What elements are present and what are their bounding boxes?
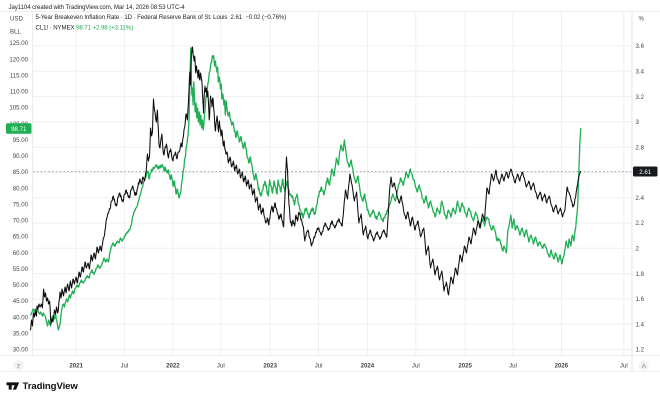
svg-text:1.4: 1.4 xyxy=(636,321,645,328)
svg-text:125.00: 125.00 xyxy=(9,40,28,47)
svg-text:98.71: 98.71 xyxy=(11,126,27,133)
svg-text:Jul: Jul xyxy=(412,363,420,370)
svg-text:30.00: 30.00 xyxy=(13,347,29,354)
svg-text:110.00: 110.00 xyxy=(10,89,29,96)
svg-text:z: z xyxy=(17,363,20,370)
svg-text:2.2: 2.2 xyxy=(636,220,645,227)
svg-text:3.4: 3.4 xyxy=(636,69,645,76)
svg-text:2.4: 2.4 xyxy=(636,195,645,202)
svg-text:2.8: 2.8 xyxy=(636,144,645,151)
svg-text:Jul: Jul xyxy=(121,363,129,370)
svg-text:Jul: Jul xyxy=(315,363,323,370)
svg-text:115.00: 115.00 xyxy=(10,72,29,79)
svg-text:105.00: 105.00 xyxy=(9,105,28,112)
svg-text:75.00: 75.00 xyxy=(13,201,29,208)
svg-text:Jul: Jul xyxy=(620,363,628,370)
svg-text:USD: USD xyxy=(10,15,23,22)
svg-text:1.2: 1.2 xyxy=(636,347,645,354)
svg-text:90.00: 90.00 xyxy=(13,153,29,160)
svg-text:95.00: 95.00 xyxy=(13,137,29,144)
svg-text:60.00: 60.00 xyxy=(13,250,29,257)
svg-text:2025: 2025 xyxy=(458,363,472,370)
svg-text:CL1! · NYMEX 98.71 +2.98 (+3.1: CL1! · NYMEX 98.71 +2.98 (+3.11%) xyxy=(36,24,134,31)
svg-text:1.6: 1.6 xyxy=(636,296,645,303)
svg-text:55.00: 55.00 xyxy=(13,266,29,273)
svg-text:45.00: 45.00 xyxy=(13,298,29,305)
svg-text:65.00: 65.00 xyxy=(13,234,29,241)
svg-text:2.61: 2.61 xyxy=(639,169,651,176)
svg-text:3.2: 3.2 xyxy=(636,94,645,101)
svg-text:Jul: Jul xyxy=(509,363,517,370)
svg-text:2026: 2026 xyxy=(555,363,569,370)
svg-text:Jul: Jul xyxy=(217,363,225,370)
svg-text:40.00: 40.00 xyxy=(13,314,29,321)
svg-text:3: 3 xyxy=(636,119,640,126)
svg-text:2: 2 xyxy=(636,246,640,253)
svg-text:3.6: 3.6 xyxy=(636,43,645,50)
svg-text:2021: 2021 xyxy=(69,363,83,370)
svg-text:A: A xyxy=(642,363,647,370)
svg-text:2022: 2022 xyxy=(166,363,180,370)
svg-text:50.00: 50.00 xyxy=(13,282,29,289)
svg-text:1.8: 1.8 xyxy=(636,271,645,278)
svg-text:5-Year Breakeven Inflation Rat: 5-Year Breakeven Inflation Rate · 1D · F… xyxy=(36,14,287,21)
svg-text:Jay1104 created with TradingVi: Jay1104 created with TradingView.com, Ma… xyxy=(9,4,186,11)
svg-text:2023: 2023 xyxy=(263,363,277,370)
svg-text:TradingView: TradingView xyxy=(23,381,79,392)
svg-text:2024: 2024 xyxy=(361,363,375,370)
svg-text:BLL: BLL xyxy=(10,28,21,35)
svg-text:70.00: 70.00 xyxy=(13,218,29,225)
svg-text:120.00: 120.00 xyxy=(9,56,28,63)
svg-text:%: % xyxy=(639,15,645,22)
svg-text:85.00: 85.00 xyxy=(13,169,29,176)
svg-text:80.00: 80.00 xyxy=(13,185,29,192)
svg-text:35.00: 35.00 xyxy=(13,330,29,337)
